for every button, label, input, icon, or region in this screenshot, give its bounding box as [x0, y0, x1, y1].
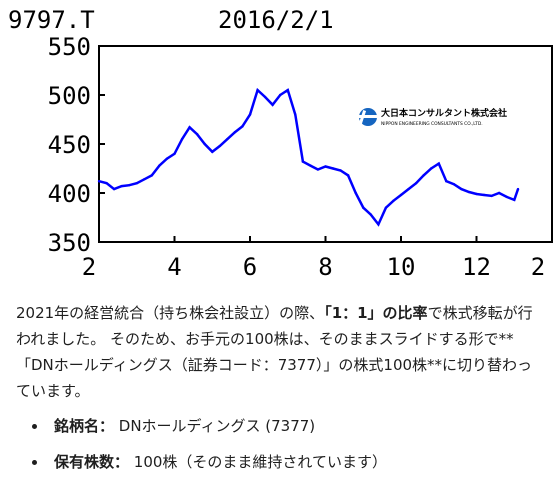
chart-subtitle: 2016/2/1 — [218, 6, 334, 34]
price-point — [331, 167, 335, 170]
price-point — [346, 174, 350, 177]
price-point — [158, 164, 161, 167]
price-point — [445, 180, 448, 183]
paragraph-emphasis: 「1：1」の比率 — [324, 304, 428, 322]
price-point — [422, 174, 425, 177]
price-point — [452, 182, 456, 186]
x-tick-label: 2 — [531, 253, 545, 281]
paragraph-text-1: 2021年の経営統合（持ち株会社設立）の際、 — [16, 304, 325, 322]
price-point — [173, 152, 176, 155]
price-point — [482, 193, 486, 197]
price-point — [203, 142, 206, 146]
price-point — [211, 150, 214, 154]
price-point — [377, 223, 380, 226]
stock-name-value: DNホールディングス (7377) — [114, 417, 316, 435]
price-point — [286, 88, 289, 92]
holding-facts-list: 銘柄名： DNホールディングス (7377) 保有株数： 100株（そのまま維持… — [16, 416, 556, 488]
price-point — [271, 103, 274, 107]
price-point — [120, 184, 123, 188]
price-point — [513, 198, 516, 202]
price-point — [241, 125, 244, 128]
price-point — [279, 93, 282, 97]
company-name-en: NIPPON ENGINEERING CONSULTANTS CO.,LTD. — [381, 121, 483, 127]
paragraph-text-2: で株式移転が行われました。 そのため、お手元の100株は、そのままスライドする形… — [16, 304, 533, 400]
price-points — [97, 88, 520, 226]
price-point — [165, 157, 169, 160]
price-point — [263, 95, 267, 99]
price-point — [316, 168, 320, 171]
price-point — [384, 206, 388, 209]
company-name-jp: 大日本コンサルタント株式会社 — [381, 107, 507, 119]
price-point — [294, 113, 297, 116]
x-tick-label: 2 — [82, 253, 96, 281]
y-tick-label: 400 — [48, 180, 91, 208]
price-point — [354, 191, 357, 195]
explanation-paragraph: 2021年の経営統合（持ち株会社設立）の際、「1：1」の比率で株式移転が行われま… — [16, 300, 546, 404]
company-logo: 大日本コンサルタント株式会社 NIPPON ENGINEERING CONSUL… — [358, 107, 507, 127]
price-point — [309, 164, 312, 167]
x-tick-label: 10 — [387, 253, 416, 281]
price-point — [301, 160, 305, 163]
plot-area — [98, 45, 553, 243]
price-point — [188, 126, 191, 129]
price-point — [490, 194, 493, 198]
price-point — [437, 162, 440, 165]
share-count-label: 保有株数： — [54, 453, 130, 471]
price-point — [105, 182, 108, 185]
price-point — [112, 187, 116, 191]
price-point — [369, 213, 372, 216]
price-point — [475, 192, 478, 196]
price-point — [150, 174, 154, 177]
y-tick-label: 450 — [48, 131, 91, 159]
price-point — [399, 193, 403, 197]
list-item-share-count: 保有株数： 100株（そのまま維持されています） — [32, 452, 556, 472]
price-point — [324, 165, 327, 168]
price-point — [460, 187, 463, 191]
company-logo-icon — [358, 108, 377, 126]
price-point — [516, 187, 520, 191]
price-point — [339, 169, 342, 172]
price-point — [392, 199, 395, 203]
stock-chart: 9797.T 2016/2/1 550 500 450 400 350 2 4 6 8 10 12… — [8, 6, 553, 281]
price-point — [248, 113, 252, 116]
y-tick-label: 350 — [48, 229, 91, 257]
price-point — [430, 167, 433, 170]
price-point — [226, 137, 229, 141]
price-point — [128, 183, 131, 187]
y-axis: 550 500 450 400 350 — [48, 33, 105, 257]
price-point — [497, 191, 501, 195]
price-point — [407, 187, 410, 191]
x-tick-label: 4 — [167, 253, 181, 281]
chart-title: 9797.T — [8, 6, 95, 34]
price-point — [233, 131, 237, 134]
list-item-stock-name: 銘柄名： DNホールディングス (7377) — [32, 416, 556, 436]
x-axis: 2 4 6 8 10 12 2 — [82, 236, 553, 281]
price-point — [467, 190, 471, 194]
price-point — [180, 137, 184, 141]
price-point — [218, 144, 221, 148]
x-tick-label: 12 — [462, 253, 491, 281]
price-point — [135, 182, 138, 185]
share-count-value: 100株（そのまま維持されています） — [129, 453, 387, 471]
x-tick-label: 8 — [318, 253, 332, 281]
price-point — [195, 133, 199, 136]
price-point — [414, 182, 418, 185]
price-point — [256, 88, 259, 92]
price-point — [505, 195, 508, 199]
y-tick-label: 500 — [48, 82, 91, 110]
price-point — [97, 180, 101, 183]
stock-name-label: 銘柄名： — [54, 417, 115, 435]
x-tick-label: 6 — [243, 253, 257, 281]
price-point — [362, 206, 365, 209]
y-tick-label: 550 — [48, 33, 91, 61]
price-point — [143, 178, 146, 181]
